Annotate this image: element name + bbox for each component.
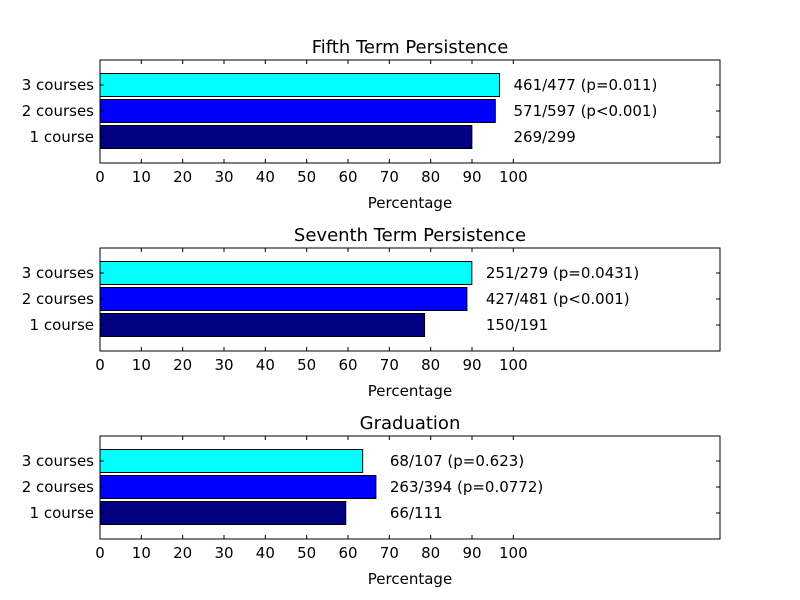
bar bbox=[99, 313, 426, 337]
bar bbox=[99, 501, 347, 525]
x-tick-label: 80 bbox=[421, 168, 440, 186]
x-tick-label: 50 bbox=[297, 544, 316, 562]
x-tick-label: 90 bbox=[462, 356, 481, 374]
x-tick-label: 70 bbox=[380, 356, 399, 374]
y-tick-label: 1 course bbox=[30, 316, 94, 334]
y-tick-label: 2 courses bbox=[22, 290, 94, 308]
x-tick-label: 10 bbox=[132, 544, 151, 562]
bar bbox=[99, 287, 468, 311]
y-tick-label: 3 courses bbox=[22, 264, 94, 282]
x-tick-label: 20 bbox=[173, 168, 192, 186]
x-tick-label: 60 bbox=[338, 544, 357, 562]
data-label: 150/191 bbox=[486, 316, 548, 334]
x-tick-label: 60 bbox=[338, 356, 357, 374]
x-tick-label: 70 bbox=[380, 168, 399, 186]
chart-title: Graduation bbox=[360, 413, 461, 434]
data-label: 263/394 (p=0.0772) bbox=[390, 478, 543, 496]
x-tick-label: 100 bbox=[499, 356, 528, 374]
x-tick-label: 40 bbox=[256, 544, 275, 562]
chart-title: Fifth Term Persistence bbox=[312, 37, 509, 58]
x-tick-label: 80 bbox=[421, 356, 440, 374]
axes-frame bbox=[99, 59, 721, 164]
data-label: 251/279 (p=0.0431) bbox=[486, 264, 639, 282]
data-label: 571/597 (p<0.001) bbox=[513, 102, 657, 120]
bar bbox=[99, 99, 496, 123]
x-tick-label: 0 bbox=[95, 356, 105, 374]
y-tick-label: 3 courses bbox=[22, 76, 94, 94]
x-axis-label: Percentage bbox=[368, 382, 452, 400]
data-label: 461/477 (p=0.011) bbox=[513, 76, 657, 94]
bar bbox=[99, 73, 500, 97]
x-tick-label: 40 bbox=[256, 168, 275, 186]
x-tick-label: 50 bbox=[297, 168, 316, 186]
x-tick-label: 10 bbox=[132, 168, 151, 186]
x-tick-label: 30 bbox=[214, 356, 233, 374]
x-tick-label: 0 bbox=[95, 544, 105, 562]
x-tick-label: 50 bbox=[297, 356, 316, 374]
x-axis-label: Percentage bbox=[368, 570, 452, 588]
data-label: 66/111 bbox=[390, 504, 443, 522]
x-tick-label: 90 bbox=[462, 168, 481, 186]
y-tick-label: 1 course bbox=[30, 128, 94, 146]
x-tick-label: 10 bbox=[132, 356, 151, 374]
x-tick-label: 40 bbox=[256, 356, 275, 374]
data-label: 427/481 (p<0.001) bbox=[486, 290, 630, 308]
y-tick-label: 1 course bbox=[30, 504, 94, 522]
chart-panel: Seventh Term Persistence 1 course 150/191 2… bbox=[22, 225, 721, 400]
x-tick-label: 90 bbox=[462, 544, 481, 562]
bar bbox=[99, 125, 473, 149]
y-tick-label: 3 courses bbox=[22, 452, 94, 470]
x-axis-label: Percentage bbox=[368, 194, 452, 212]
x-tick-label: 30 bbox=[214, 544, 233, 562]
x-tick-label: 0 bbox=[95, 168, 105, 186]
axes-frame bbox=[99, 247, 721, 352]
x-tick-label: 100 bbox=[499, 544, 528, 562]
chart-title: Seventh Term Persistence bbox=[294, 225, 526, 246]
data-label: 269/299 bbox=[513, 128, 575, 146]
bar bbox=[99, 449, 364, 473]
y-tick-label: 2 courses bbox=[22, 478, 94, 496]
x-tick-label: 20 bbox=[173, 356, 192, 374]
chart-panel: Fifth Term Persistence 1 course 269/299 2 c… bbox=[22, 37, 721, 212]
x-tick-label: 70 bbox=[380, 544, 399, 562]
x-tick-label: 80 bbox=[421, 544, 440, 562]
chart-panel: Graduation 1 course 66/111 2 courses 263/394… bbox=[22, 413, 721, 588]
bar bbox=[99, 475, 377, 499]
data-label: 68/107 (p=0.623) bbox=[390, 452, 524, 470]
y-tick-label: 2 courses bbox=[22, 102, 94, 120]
x-tick-label: 60 bbox=[338, 168, 357, 186]
bar bbox=[99, 261, 473, 285]
x-tick-label: 100 bbox=[499, 168, 528, 186]
x-tick-label: 20 bbox=[173, 544, 192, 562]
axes-frame bbox=[99, 435, 721, 540]
x-tick-label: 30 bbox=[214, 168, 233, 186]
